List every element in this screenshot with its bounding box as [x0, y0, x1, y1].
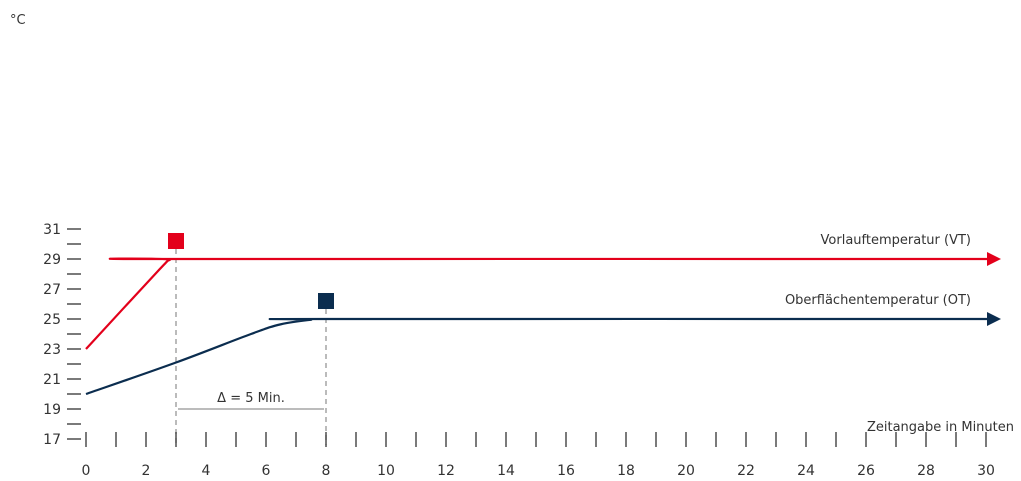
x-tick-label-20: 20 — [677, 463, 695, 479]
y-axis: 17 19 21 23 25 27 29 31 — [43, 222, 81, 448]
series-label-2: Oberflächentemperatur (OT) — [785, 293, 971, 308]
y-tick-label-19: 19 — [43, 402, 61, 418]
y-tick-label-23: 23 — [43, 342, 61, 358]
x-tick-label-24: 24 — [797, 463, 815, 479]
series-line-1 — [85, 257, 988, 350]
marker-square-1 — [168, 233, 184, 249]
x-tick-label-22: 22 — [737, 463, 755, 479]
marker-square-2 — [318, 293, 334, 309]
series-label-1: Vorlauftemperatur (VT) — [821, 233, 971, 248]
x-tick-label-28: 28 — [917, 463, 935, 479]
x-tick-label-2: 2 — [142, 463, 151, 479]
reference-lines — [175, 249, 327, 445]
y-axis-unit: °C — [10, 13, 26, 28]
y-tick-label-29: 29 — [43, 252, 61, 268]
y-tick-label-31: 31 — [43, 222, 61, 238]
y-tick-label-21: 21 — [43, 372, 61, 388]
y-tick-label-17: 17 — [43, 432, 61, 448]
series-arrow-1 — [987, 252, 1001, 266]
series-line-2 — [85, 317, 988, 396]
x-tick-label-10: 10 — [377, 463, 395, 479]
x-tick-label-6: 6 — [262, 463, 271, 479]
y-tick-label-27: 27 — [43, 282, 61, 298]
x-axis: 0 2 4 6 8 10 12 14 16 18 20 22 24 26 28 30 — [82, 432, 995, 479]
x-tick-label-4: 4 — [202, 463, 211, 479]
x-axis-label: Zeitangabe in Minuten — [867, 420, 1014, 435]
annotation-label-1: Δ = 5 Min. — [217, 391, 285, 406]
x-tick-label-30: 30 — [977, 463, 995, 479]
x-tick-label-14: 14 — [497, 463, 515, 479]
x-tick-label-26: 26 — [857, 463, 875, 479]
x-tick-label-0: 0 — [82, 463, 91, 479]
x-tick-label-8: 8 — [322, 463, 331, 479]
series-arrow-2 — [987, 312, 1001, 326]
annotation-group: Δ = 5 Min. — [178, 391, 324, 410]
x-tick-label-16: 16 — [557, 463, 575, 479]
x-tick-label-12: 12 — [437, 463, 455, 479]
series-group: Vorlauftemperatur (VT) Oberflächentempera… — [85, 233, 1001, 396]
x-tick-label-18: 18 — [617, 463, 635, 479]
y-tick-label-25: 25 — [43, 312, 61, 328]
